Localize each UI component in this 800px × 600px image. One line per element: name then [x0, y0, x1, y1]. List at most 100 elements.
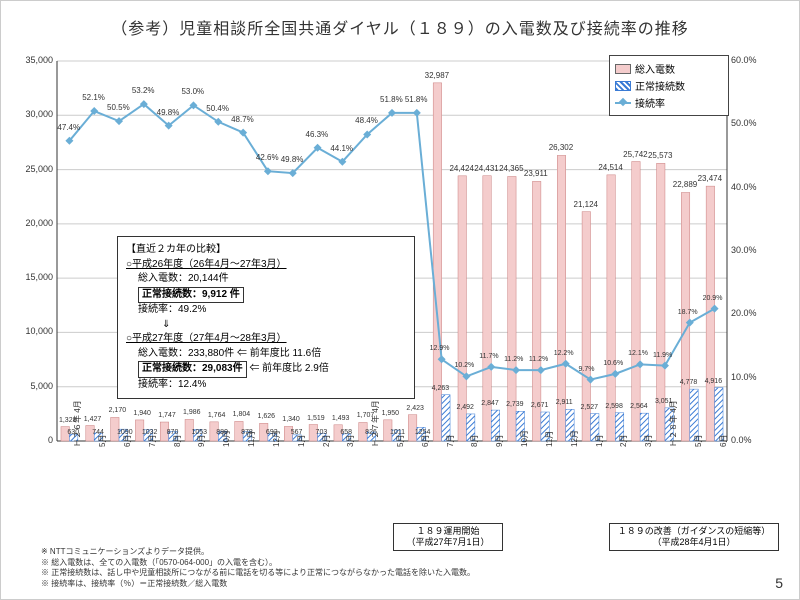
value-label: 12.2% [554, 350, 574, 357]
value-label: 1,986 [183, 409, 201, 416]
value-label: 2,598 [605, 403, 623, 410]
y-right-tick: 20.0% [731, 308, 757, 318]
x-tick: 5月 [693, 435, 704, 447]
value-label: 11.2% [504, 356, 523, 363]
value-label: 9.7% [579, 366, 595, 373]
value-label: 2,170 [109, 407, 127, 414]
x-tick: 10月 [221, 430, 232, 447]
info-line: 接続率：49.2% [138, 303, 406, 318]
x-tick: 1月 [296, 435, 307, 447]
x-tick: 2月 [321, 435, 332, 447]
value-label: 25,742 [623, 150, 647, 159]
y-left-tick: 10,000 [25, 326, 53, 336]
value-label: 50.4% [206, 104, 229, 113]
legend-label: 総入電数 [635, 61, 675, 76]
x-tick: 7月 [147, 435, 158, 447]
info-box: 【直近２カ年の比較】 ○平成26年度（26年4月～27年3月） 総入電数：20,… [117, 236, 415, 399]
annotation-189-improve: １８９の改善（ガイダンスの短縮等） （平成28年4月1日） [609, 523, 779, 551]
value-label: 51.8% [405, 95, 428, 104]
x-tick: 7月 [445, 435, 456, 447]
x-tick: Ｈ２７年 4月 [370, 400, 381, 447]
info-line: 総入電数：233,880件 ⇐ 前年度比 11.6倍 [138, 347, 406, 362]
page-number: 5 [775, 575, 783, 591]
value-label: 24,514 [598, 163, 622, 172]
legend-item-rate: 接続率 [615, 95, 723, 110]
legend-label: 正常接続数 [635, 78, 685, 93]
x-tick: 8月 [172, 435, 183, 447]
value-label: 1,764 [208, 412, 226, 419]
y-left-tick: 20,000 [25, 218, 53, 228]
value-label: 2,847 [481, 400, 499, 407]
value-label: 52.1% [82, 93, 105, 102]
y-right-tick: 0.0% [731, 435, 752, 445]
value-label: 50.5% [107, 103, 130, 112]
footnote: ※ NTTコミュニケーションズよりデータ提供。 [41, 547, 475, 557]
y-left-tick: 0 [48, 435, 53, 445]
value-label: 42.6% [256, 153, 279, 162]
y-right-tick: 10.0% [731, 372, 757, 382]
value-label: 11.9% [653, 352, 672, 359]
value-label: 2,671 [531, 402, 549, 409]
footnote: ※ 接続率は、接続率（％）＝正常接続数／総入電数 [41, 579, 475, 589]
value-label: 24,431 [474, 164, 498, 173]
x-tick: 11月 [544, 431, 555, 447]
value-label: 46.3% [306, 130, 329, 139]
legend-swatch-bar2 [615, 81, 631, 91]
value-label: 12.9% [430, 345, 450, 352]
value-label: 2,492 [456, 404, 474, 411]
chart: 総入電数 正常接続数 接続率 【直近２カ年の比較】 ○平成26年度（26年4月～… [47, 51, 747, 491]
value-label: 1,340 [282, 416, 300, 423]
value-label: 2,739 [506, 401, 524, 408]
x-tick: 9月 [494, 435, 505, 447]
value-label: 20.9% [703, 295, 723, 302]
legend-item-normal: 正常接続数 [615, 78, 723, 93]
x-tick: 8月 [469, 435, 480, 447]
info-line: 正常接続数：9,912 件 [138, 287, 406, 304]
value-label: 1,950 [382, 410, 400, 417]
value-label: 32,987 [425, 71, 449, 80]
info-arrow: ⇓ [162, 318, 406, 333]
value-label: 53.0% [181, 87, 204, 96]
x-tick: 10月 [519, 430, 530, 447]
value-label: 4,916 [705, 378, 723, 385]
x-tick: 6月 [718, 435, 729, 447]
y-right-tick: 30.0% [731, 245, 757, 255]
value-label: 49.8% [281, 155, 304, 164]
y-right-tick: 40.0% [731, 182, 757, 192]
y-left-tick: 5,000 [30, 381, 53, 391]
value-label: 11.7% [479, 353, 498, 360]
value-label: 12.1% [628, 350, 648, 357]
value-label: 4,778 [680, 379, 698, 386]
y-right-tick: 60.0% [731, 55, 757, 65]
value-label: 4,263 [432, 385, 450, 392]
y-left-tick: 35,000 [25, 55, 53, 65]
x-tick: 5月 [97, 435, 108, 447]
x-tick: Ｈ２６年 4月 [72, 400, 83, 447]
page-title: （参考）児童相談所全国共通ダイヤル（１８９）の入電数及び接続率の推移 [1, 1, 799, 39]
x-tick: 6月 [420, 435, 431, 447]
value-label: 1,804 [233, 411, 251, 418]
value-label: 1,940 [133, 410, 151, 417]
value-label: 48.7% [231, 115, 254, 124]
value-label: 25,573 [648, 151, 672, 160]
x-tick: 2月 [618, 435, 629, 447]
info-line: ○平成26年度（26年4月～27年3月） [126, 258, 406, 273]
value-label: 10.2% [454, 362, 474, 369]
value-label: 21,124 [574, 200, 598, 209]
value-label: 1,427 [84, 416, 102, 423]
y-left-tick: 25,000 [25, 164, 53, 174]
legend-item-total: 総入電数 [615, 61, 723, 76]
value-label: 2,564 [630, 403, 648, 410]
legend: 総入電数 正常接続数 接続率 [609, 55, 729, 116]
x-tick: 3月 [345, 435, 356, 447]
x-tick: 5月 [395, 435, 406, 447]
info-line: ○平成27年度（27年4月～28年3月） [126, 332, 406, 347]
info-line: 総入電数：20,144件 [138, 272, 406, 287]
x-tick: 1月 [594, 435, 605, 447]
value-label: 24,424 [449, 164, 473, 173]
info-line: 正常接続数：29,083件 ⇐ 前年度比 2.9倍 [138, 361, 406, 378]
y-left-tick: 30,000 [25, 109, 53, 119]
value-label: 26,302 [549, 143, 573, 152]
y-left-tick: 15,000 [25, 272, 53, 282]
value-label: 2,527 [581, 404, 599, 411]
